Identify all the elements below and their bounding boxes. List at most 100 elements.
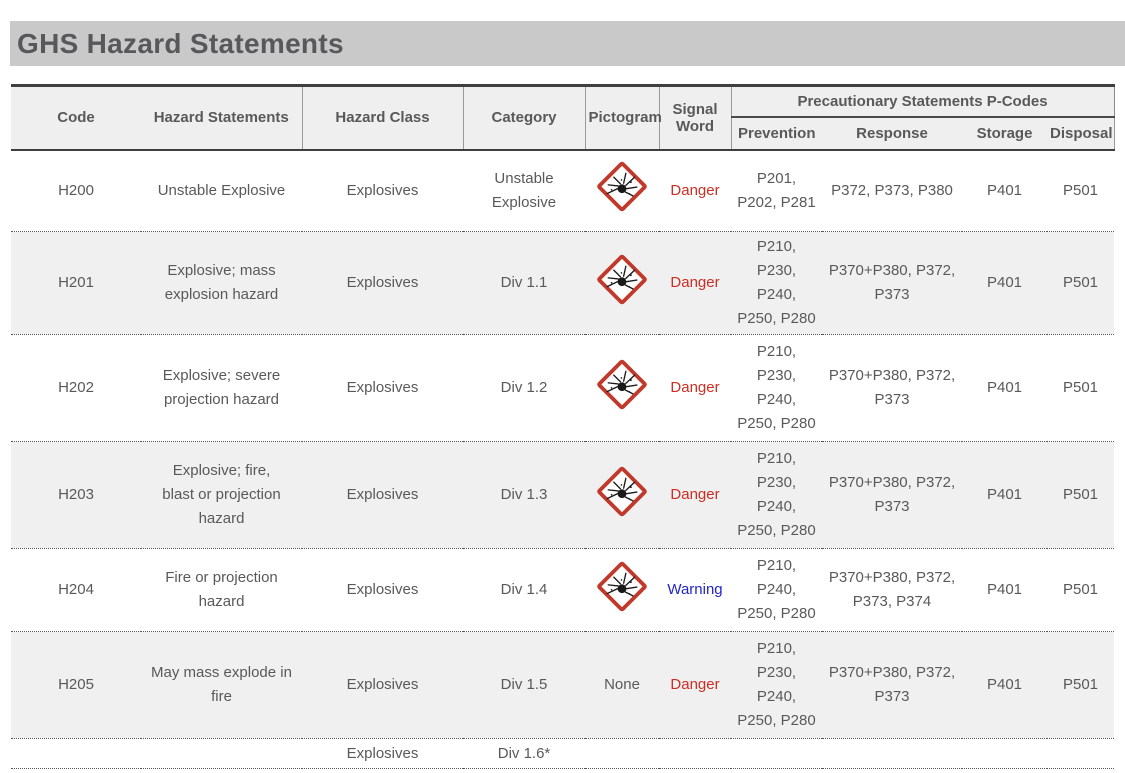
table-row: H203 Explosive; fire, blast or projection… (11, 441, 1115, 549)
cell-prevention: P201, P202, P281 (731, 149, 822, 232)
cell-disposal: P501 (1047, 441, 1115, 549)
exploding-bomb-icon (597, 359, 647, 409)
signal-word-text: Danger (670, 181, 720, 199)
signal-word-text: Danger (670, 486, 720, 503)
cell-signal-word: Danger (659, 334, 731, 442)
cell-pictogram (585, 548, 659, 632)
cell-response: P370+P380, P372, P373, P374 (822, 548, 962, 632)
cell-response: P370+P380, P372, P373 (822, 441, 962, 549)
cell-signal-word: Danger (659, 631, 731, 739)
cell-storage: P401 (962, 149, 1047, 232)
cell-code: H202 (11, 334, 141, 442)
cell-hazard-statement: Explosive; fire, blast or projection haz… (141, 441, 302, 549)
cell-signal-word: Danger (659, 149, 731, 232)
cell-pictogram (585, 149, 659, 232)
cell-hazard-class: Explosives (302, 441, 463, 549)
cell-hazard-statement: May mass explode in fire (141, 631, 302, 739)
table-header: Code Hazard Statements Hazard Class Cate… (11, 85, 1115, 151)
signal-word-text: Danger (670, 379, 720, 396)
cell-disposal (1047, 738, 1115, 769)
cell-hazard-class: Explosives (302, 631, 463, 739)
cell-hazard-statement: Unstable Explosive (141, 149, 302, 232)
cell-storage: P401 (962, 548, 1047, 632)
cell-pictogram (585, 738, 659, 769)
cell-hazard-statement: Fire or projection hazard (141, 548, 302, 632)
cell-category: Div 1.6* (463, 738, 585, 769)
header-row-sub: Prevention Response Storage Disposal (11, 116, 1115, 151)
cell-prevention: P210, P230, P240, P250, P280 (731, 334, 822, 442)
column-header-signal-word: Signal Word (658, 85, 732, 151)
cell-category: Div 1.4 (463, 548, 585, 632)
cell-hazard-class: Explosives (302, 738, 463, 769)
cell-code: H201 (11, 231, 141, 335)
exploding-bomb-icon (597, 161, 647, 212)
column-header-hazard-statements: Hazard Statements (141, 85, 302, 151)
cell-hazard-statement: Explosive; mass explosion hazard (141, 231, 302, 335)
cell-code: H200 (11, 149, 141, 232)
cell-response (822, 738, 962, 769)
cell-pictogram: None (585, 631, 659, 739)
cell-storage (962, 738, 1047, 769)
cell-signal-word (659, 738, 731, 769)
column-header-prevention: Prevention (731, 116, 822, 151)
cell-hazard-class: Explosives (302, 231, 463, 335)
table-row: H204 Fire or projection hazard Explosives D… (11, 548, 1115, 632)
signal-word-text: Danger (670, 274, 720, 291)
cell-code (11, 738, 141, 769)
cell-category: Div 1.5 (463, 631, 585, 739)
cell-category: Div 1.3 (463, 441, 585, 549)
cell-code: H203 (11, 441, 141, 549)
column-header-pictogram: Pictogram (584, 85, 662, 151)
cell-hazard-statement: Explosive; severe projection hazard (141, 334, 302, 442)
column-header-code: Code (11, 85, 141, 151)
cell-code: H205 (11, 631, 141, 739)
table-row: H200 Unstable Explosive Explosives Unstable… (11, 149, 1115, 232)
cell-response: P370+P380, P372, P373 (822, 334, 962, 442)
cell-disposal: P501 (1047, 631, 1115, 739)
cell-pictogram (585, 334, 659, 442)
cell-code: H204 (11, 548, 141, 632)
cell-hazard-class: Explosives (302, 548, 463, 632)
cell-disposal: P501 (1047, 334, 1115, 442)
column-header-storage: Storage (962, 116, 1047, 151)
cell-disposal: P501 (1047, 149, 1115, 232)
cell-signal-word: Danger (659, 441, 731, 549)
cell-category: Unstable Explosive (463, 149, 585, 232)
page-title-bar: GHS Hazard Statements (10, 21, 1125, 66)
cell-hazard-class: Explosives (302, 149, 463, 232)
cell-response: P370+P380, P372, P373 (822, 231, 962, 335)
header-row-top: Code Hazard Statements Hazard Class Cate… (11, 85, 1115, 151)
cell-storage: P401 (962, 631, 1047, 739)
signal-word-text: Warning (667, 581, 723, 598)
cell-disposal: P501 (1047, 548, 1115, 632)
cell-prevention (731, 738, 822, 769)
table-row: H201 Explosive; mass explosion hazard Expl… (11, 231, 1115, 335)
column-group-header-pcodes: Precautionary Statements P-Codes (731, 85, 1115, 118)
table-row: H202 Explosive; severe projection hazard E… (11, 334, 1115, 442)
cell-storage: P401 (962, 441, 1047, 549)
cell-category: Div 1.1 (463, 231, 585, 335)
exploding-bomb-icon (597, 254, 647, 304)
cell-signal-word: Danger (659, 231, 731, 335)
cell-prevention: P210, P230, P240, P250, P280 (731, 441, 822, 549)
signal-word-text: Danger (670, 676, 720, 693)
exploding-bomb-icon (597, 466, 647, 516)
cell-hazard-statement (141, 738, 302, 769)
cell-disposal: P501 (1047, 231, 1115, 335)
table-row: H205 May mass explode in fire Explosives Di… (11, 631, 1115, 739)
hazard-statements-table: Code Hazard Statements Hazard Class Cate… (11, 84, 1115, 769)
cell-prevention: P210, P240, P250, P280 (731, 548, 822, 632)
cell-storage: P401 (962, 231, 1047, 335)
cell-pictogram (585, 441, 659, 549)
column-header-disposal: Disposal (1047, 116, 1115, 151)
cell-signal-word: Warning (659, 548, 731, 632)
column-header-hazard-class: Hazard Class (301, 85, 463, 151)
page-title: GHS Hazard Statements (17, 27, 344, 59)
cell-prevention: P210, P230, P240, P250, P280 (731, 231, 822, 335)
cell-pictogram (585, 231, 659, 335)
column-header-response: Response (822, 116, 962, 151)
cell-category: Div 1.2 (463, 334, 585, 442)
cell-storage: P401 (962, 334, 1047, 442)
exploding-bomb-icon (597, 561, 647, 611)
column-header-category: Category (462, 85, 585, 151)
